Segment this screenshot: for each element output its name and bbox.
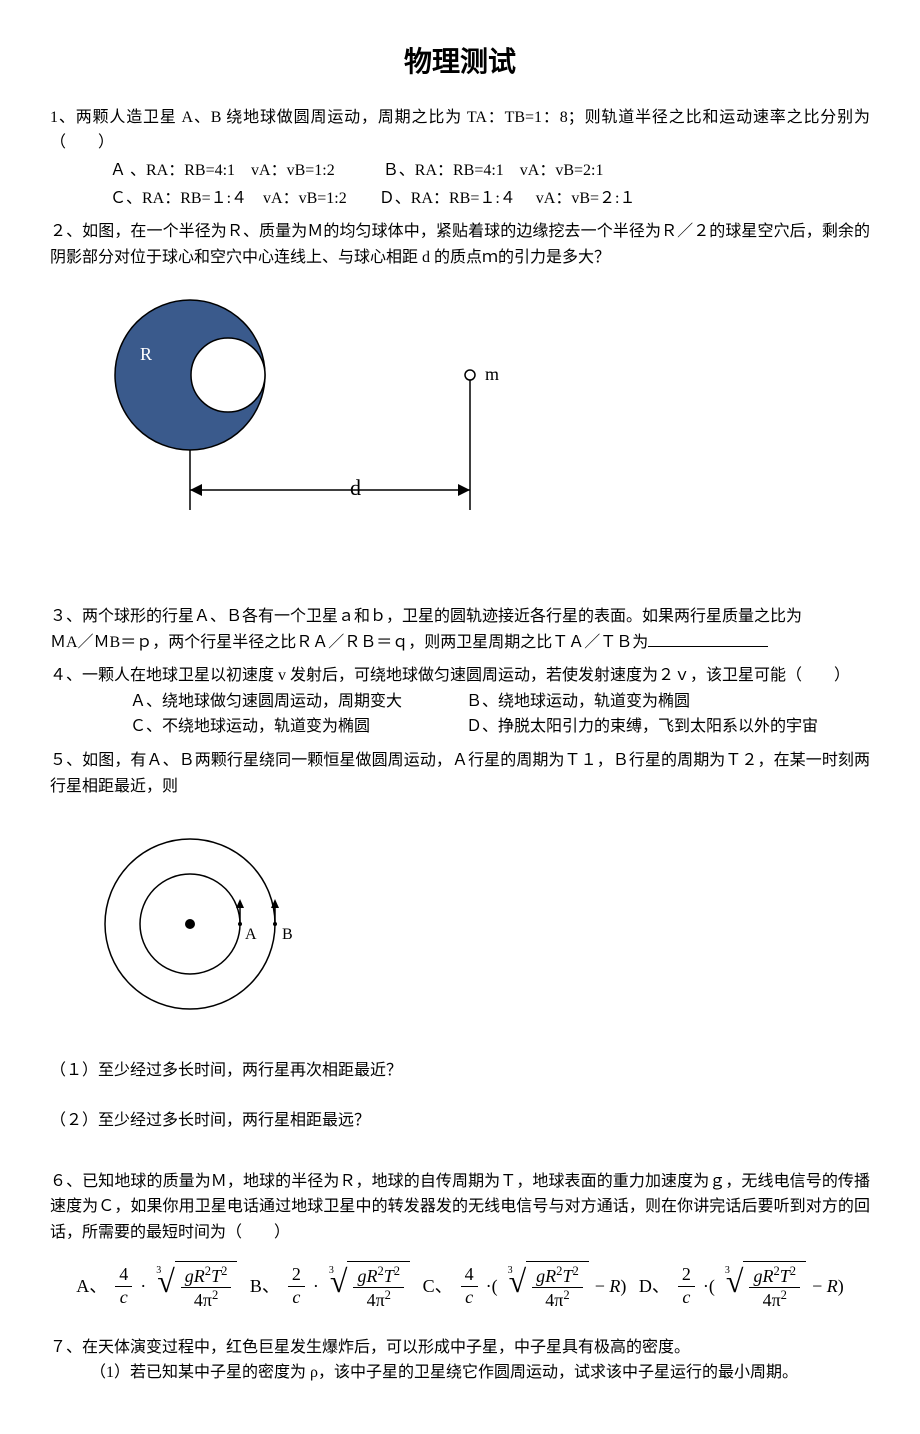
q6-optA: A、 4 c · 3 √ gR2T2 4π2 — [76, 1261, 237, 1312]
question-4: ４、一颗人在地球卫星以初速度 v 发射后，可绕地球做匀速圆周运动，若使发射速度为… — [50, 663, 870, 740]
q7-sub1: （1）若已知某中子星的密度为 ρ，该中子星的卫星绕它作圆周运动，试求该中子星运行… — [50, 1360, 870, 1386]
q6-num: ６、 — [50, 1173, 82, 1190]
q6-text: ６、已知地球的质量为Ｍ，地球的半径为Ｒ，地球的自传周期为Ｔ，地球表面的重力加速度… — [50, 1169, 870, 1246]
q3-line2: ＭA／ＭB＝ｐ，两个行星半径之比ＲＡ／ＲＢ＝ｑ，则两卫星周期之比ＴＡ／ＴＢ为 — [50, 630, 870, 656]
q6-optC: C、 4 c ·( 3 √ gR2T2 4π2 − R) — [423, 1261, 627, 1312]
q2-body: 如图，在一个半径为Ｒ、质量为Ｍ的均匀球体中，紧贴着球的边缘挖去一个半径为Ｒ／２的… — [50, 223, 870, 266]
q3-body2: ＭA／ＭB＝ｐ，两个行星半径之比ＲＡ／ＲＢ＝ｑ，则两卫星周期之比ＴＡ／ＴＢ为 — [50, 634, 648, 651]
q6-C-label: C、 — [423, 1272, 453, 1301]
q4-optD: Ｄ、挣脱太阳引力的束缚，飞到太阳系以外的宇宙 — [466, 718, 818, 735]
q4-optB: Ｂ、绕地球运动，轨道变为椭圆 — [466, 693, 690, 710]
q4-text: ４、一颗人在地球卫星以初速度 v 发射后，可绕地球做匀速圆周运动，若使发射速度为… — [50, 663, 870, 689]
q2-text: ２、如图，在一个半径为Ｒ、质量为Ｍ的均匀球体中，紧贴着球的边缘挖去一个半径为Ｒ／… — [50, 219, 870, 270]
q4-row1: Ａ、绕地球做匀速圆周运动，周期变大 Ｂ、绕地球运动，轨道变为椭圆 — [50, 689, 870, 715]
q6-D-label: D、 — [639, 1272, 670, 1301]
question-6: ６、已知地球的质量为Ｍ，地球的半径为Ｒ，地球的自传周期为Ｔ，地球表面的重力加速度… — [50, 1169, 870, 1327]
q5-num: ５、 — [50, 752, 82, 769]
q3-num: ３、 — [50, 608, 82, 625]
q3-blank — [648, 646, 768, 647]
q2-num: ２、 — [50, 223, 82, 240]
q4-optC: Ｃ、不绕地球运动，轨道变为椭圆 — [130, 718, 370, 735]
q1-options-row1: Ａ 、RA：RB=4:1 vA：vB=1:2 Ｂ、RA：RB=4:1 vA：vB… — [50, 158, 870, 184]
svg-text:B: B — [282, 926, 293, 943]
q6-D-root: 3 √ gR2T2 4π2 — [721, 1261, 806, 1312]
q5-body: 如图，有Ａ、Ｂ两颗行星绕同一颗恒星做圆周运动，Ａ行星的周期为Ｔ１，Ｂ行星的周期为… — [50, 752, 870, 795]
q6-formulas: A、 4 c · 3 √ gR2T2 4π2 B、 2 c — [50, 1246, 870, 1327]
q7-text: ７、在天体演变过程中，红色巨星发生爆炸后，可以形成中子星，中子星具有极高的密度。 — [50, 1335, 870, 1361]
q5-svg: AB — [90, 824, 320, 1024]
q6-B-label: B、 — [250, 1272, 280, 1301]
q6-B-root: 3 √ gR2T2 4π2 — [325, 1261, 410, 1312]
question-3: ３、两个球形的行星Ａ、Ｂ各有一个卫星ａ和ｂ，卫星的圆轨迹接近各行星的表面。如果两… — [50, 604, 870, 655]
q6-A-root: 3 √ gR2T2 4π2 — [152, 1261, 237, 1312]
svg-text:R: R — [140, 344, 152, 364]
q6-A-label: A、 — [76, 1272, 107, 1301]
q4-optA: Ａ、绕地球做匀速圆周运动，周期变大 — [130, 693, 402, 710]
q4-body: 一颗人在地球卫星以初速度 v 发射后，可绕地球做匀速圆周运动，若使发射速度为２ｖ… — [82, 667, 850, 684]
question-1: 1、两颗人造卫星 A、B 绕地球做圆周运动，周期之比为 TA：TB=1：8；则轨… — [50, 105, 870, 211]
q6-C-root: 3 √ gR2T2 4π2 — [504, 1261, 589, 1312]
q1-optC: Ｃ、RA：RB=１:４ vA：vB=1:2 — [110, 190, 347, 207]
q6-optB: B、 2 c · 3 √ gR2T2 4π2 — [250, 1261, 410, 1312]
svg-text:d: d — [350, 475, 361, 500]
q2-diagram: Rm d — [90, 285, 870, 544]
svg-text:A: A — [245, 926, 257, 943]
q1-optB: Ｂ、RA：RB=4:1 vA：vB=2:1 — [383, 162, 604, 179]
question-5: ５、如图，有Ａ、Ｂ两颗行星绕同一颗恒星做圆周运动，Ａ行星的周期为Ｔ１，Ｂ行星的周… — [50, 748, 870, 1134]
q6-body: 已知地球的质量为Ｍ，地球的半径为Ｒ，地球的自传周期为Ｔ，地球表面的重力加速度为ｇ… — [50, 1173, 870, 1241]
svg-text:m: m — [485, 364, 499, 384]
page-title: 物理测试 — [50, 40, 870, 85]
q1-num: 1、 — [50, 109, 76, 126]
dot: · — [140, 1272, 146, 1301]
q1-body: 两颗人造卫星 A、B 绕地球做圆周运动，周期之比为 TA：TB=1：8；则轨道半… — [50, 109, 870, 152]
q1-text: 1、两颗人造卫星 A、B 绕地球做圆周运动，周期之比为 TA：TB=1：8；则轨… — [50, 105, 870, 156]
q1-optA: Ａ 、RA：RB=4:1 vA：vB=1:2 — [110, 162, 335, 179]
question-7: ７、在天体演变过程中，红色巨星发生爆炸后，可以形成中子星，中子星具有极高的密度。… — [50, 1335, 870, 1386]
q1-optD: Ｄ、RA：RB=１:４ vA：vB=２:１ — [379, 190, 636, 207]
q5-text: ５、如图，有Ａ、Ｂ两颗行星绕同一颗恒星做圆周运动，Ａ行星的周期为Ｔ１，Ｂ行星的周… — [50, 748, 870, 799]
question-2: ２、如图，在一个半径为Ｒ、质量为Ｍ的均匀球体中，紧贴着球的边缘挖去一个半径为Ｒ／… — [50, 219, 870, 544]
q1-options-row2: Ｃ、RA：RB=１:４ vA：vB=1:2 Ｄ、RA：RB=１:４ vA：vB=… — [50, 186, 870, 212]
q2-svg: Rm d — [90, 285, 530, 535]
q4-row2: Ｃ、不绕地球运动，轨道变为椭圆 Ｄ、挣脱太阳引力的束缚，飞到太阳系以外的宇宙 — [50, 714, 870, 740]
q5-diagram: AB — [90, 824, 870, 1033]
q5-sub1: （１）至少经过多长时间，两行星再次相距最近？ — [50, 1058, 870, 1084]
q4-num: ４、 — [50, 667, 82, 684]
q3-body: 两个球形的行星Ａ、Ｂ各有一个卫星ａ和ｂ，卫星的圆轨迹接近各行星的表面。如果两行星… — [82, 608, 802, 625]
q7-num: ７、 — [50, 1339, 82, 1356]
q7-body: 在天体演变过程中，红色巨星发生爆炸后，可以形成中子星，中子星具有极高的密度。 — [82, 1339, 690, 1356]
q5-sub2: （２）至少经过多长时间，两行星相距最远？ — [50, 1108, 870, 1134]
q6-optD: D、 2 c ·( 3 √ gR2T2 4π2 − R) — [639, 1261, 844, 1312]
q3-line1: ３、两个球形的行星Ａ、Ｂ各有一个卫星ａ和ｂ，卫星的圆轨迹接近各行星的表面。如果两… — [50, 604, 870, 630]
